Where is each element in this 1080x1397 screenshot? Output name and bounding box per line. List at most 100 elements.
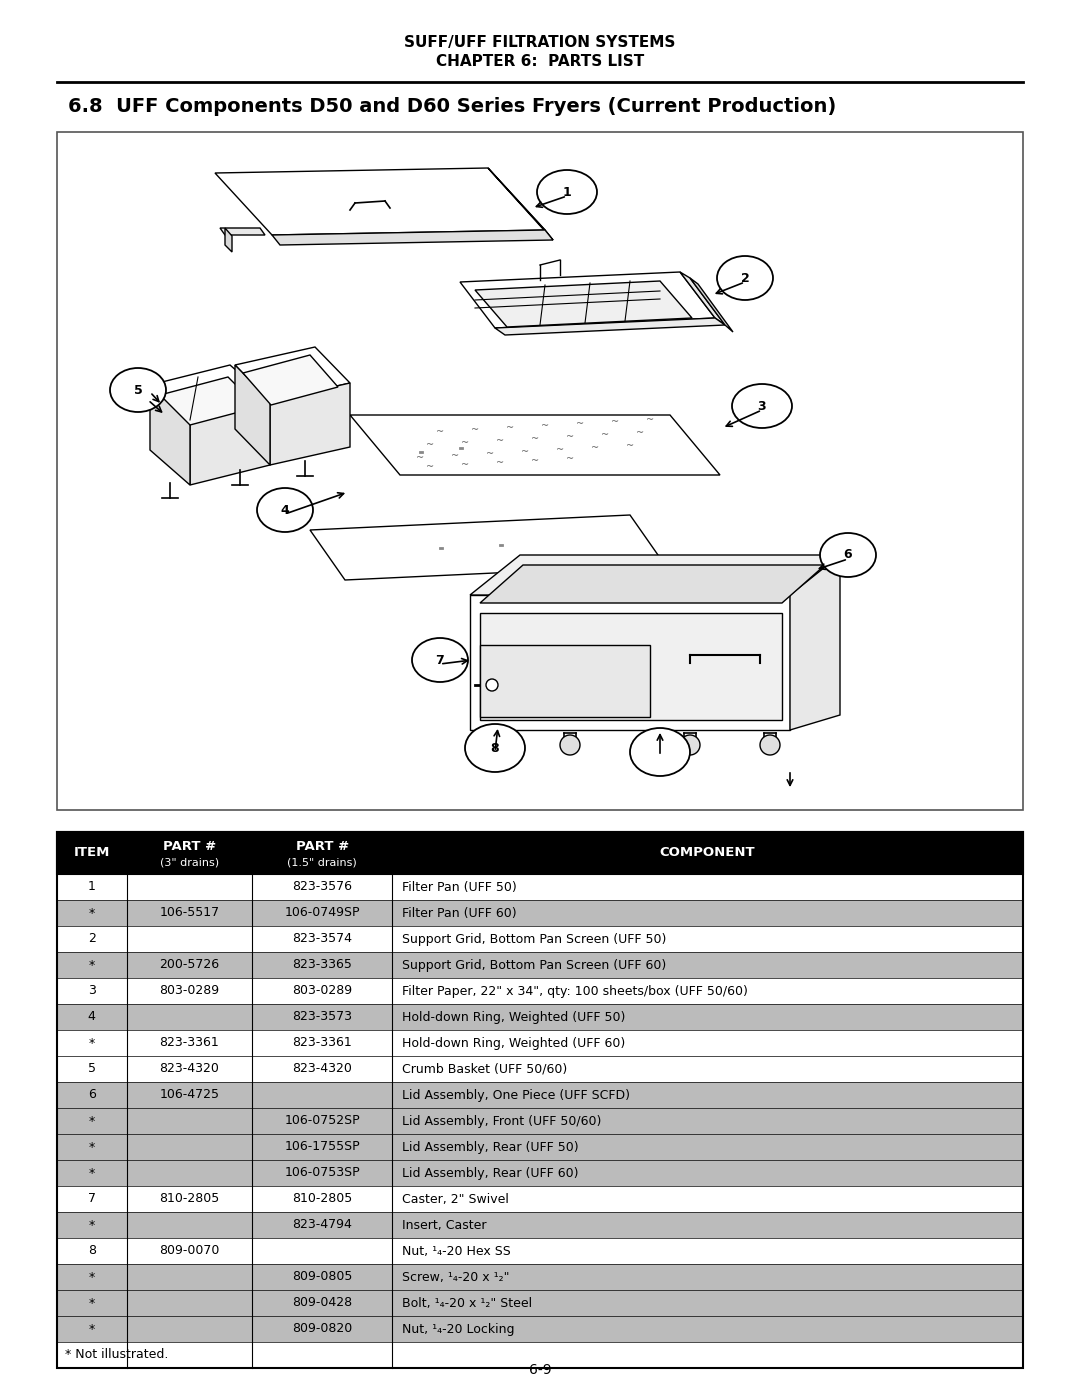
Text: ~: ~ [521, 447, 529, 457]
Text: ~: ~ [591, 443, 599, 453]
Polygon shape [235, 365, 270, 465]
Circle shape [486, 679, 498, 692]
Text: 5: 5 [134, 384, 143, 397]
Polygon shape [350, 415, 720, 475]
Text: Support Grid, Bottom Pan Screen (UFF 50): Support Grid, Bottom Pan Screen (UFF 50) [402, 933, 666, 946]
Text: 106-4725: 106-4725 [160, 1088, 219, 1101]
Text: 1: 1 [563, 186, 571, 198]
Text: ~: ~ [566, 454, 575, 464]
Text: Support Grid, Bottom Pan Screen (UFF 60): Support Grid, Bottom Pan Screen (UFF 60) [402, 958, 666, 971]
Text: 809-0805: 809-0805 [292, 1270, 352, 1284]
Text: COMPONENT: COMPONENT [660, 847, 755, 859]
Text: *: * [89, 1296, 95, 1309]
Text: 823-3573: 823-3573 [293, 1010, 352, 1024]
Bar [57, 1134, 1023, 1160]
Ellipse shape [411, 638, 468, 682]
Polygon shape [150, 365, 270, 420]
Text: ~: ~ [541, 420, 549, 432]
Text: ~: ~ [566, 432, 575, 441]
Text: 6.8  UFF Components D50 and D60 Series Fryers (Current Production): 6.8 UFF Components D50 and D60 Series Fr… [68, 98, 836, 116]
Text: ~: ~ [436, 427, 444, 437]
Text: 106-0752SP: 106-0752SP [284, 1115, 360, 1127]
Polygon shape [480, 645, 650, 717]
Text: ~: ~ [426, 440, 434, 450]
Text: 810-2805: 810-2805 [292, 1193, 352, 1206]
Text: *: * [89, 1115, 95, 1127]
Text: *: * [89, 1140, 95, 1154]
Text: 803-0289: 803-0289 [292, 985, 352, 997]
Text: Lid Assembly, Front (UFF 50/60): Lid Assembly, Front (UFF 50/60) [402, 1115, 602, 1127]
Bar [57, 131, 1023, 810]
Bar [57, 1160, 1023, 1186]
Polygon shape [310, 515, 665, 580]
Text: 4: 4 [87, 1010, 96, 1024]
Text: CHAPTER 6:  PARTS LIST: CHAPTER 6: PARTS LIST [436, 54, 644, 70]
Text: Filter Pan (UFF 60): Filter Pan (UFF 60) [402, 907, 517, 919]
Bar [57, 1238, 1023, 1264]
Text: 200-5726: 200-5726 [159, 958, 219, 971]
Text: PART #: PART # [296, 840, 349, 854]
Text: 803-0289: 803-0289 [159, 985, 219, 997]
Text: ~: ~ [626, 441, 634, 451]
Text: *: * [89, 958, 95, 971]
Ellipse shape [537, 170, 597, 214]
Text: Insert, Caster: Insert, Caster [402, 1218, 487, 1232]
Text: Crumb Basket (UFF 50/60): Crumb Basket (UFF 50/60) [402, 1063, 567, 1076]
Bar [57, 1108, 1023, 1134]
Text: Nut, ¹₄-20 Hex SS: Nut, ¹₄-20 Hex SS [402, 1245, 511, 1257]
Text: *: * [89, 907, 95, 919]
Text: ~: ~ [531, 455, 539, 467]
Text: 106-0753SP: 106-0753SP [284, 1166, 360, 1179]
Bar [57, 1083, 1023, 1108]
Text: ~: ~ [451, 451, 459, 461]
Text: 823-4320: 823-4320 [160, 1063, 219, 1076]
Text: ~: ~ [636, 427, 644, 439]
Bar [57, 1213, 1023, 1238]
Text: 6-9: 6-9 [529, 1363, 551, 1377]
Polygon shape [225, 228, 232, 251]
Text: Bolt, ¹₄-20 x ¹₂" Steel: Bolt, ¹₄-20 x ¹₂" Steel [402, 1296, 532, 1309]
Bar [57, 1316, 1023, 1343]
Text: ~: ~ [496, 436, 504, 446]
Bar [57, 833, 1023, 1368]
Ellipse shape [110, 367, 166, 412]
Bar [57, 1030, 1023, 1056]
Bar [57, 1056, 1023, 1083]
Text: 823-3576: 823-3576 [293, 880, 352, 894]
Text: ~: ~ [611, 416, 619, 427]
Text: ~: ~ [416, 453, 424, 462]
Bar [57, 833, 1023, 875]
Polygon shape [150, 386, 190, 485]
Text: (1.5" drains): (1.5" drains) [287, 858, 357, 868]
Text: *: * [89, 1037, 95, 1049]
Text: ~: ~ [486, 448, 494, 460]
Text: Lid Assembly, Rear (UFF 60): Lid Assembly, Rear (UFF 60) [402, 1166, 579, 1179]
Polygon shape [789, 555, 840, 731]
Bar [57, 1264, 1023, 1289]
Ellipse shape [717, 256, 773, 300]
Polygon shape [480, 613, 782, 719]
Text: 5: 5 [87, 1063, 96, 1076]
Text: 3: 3 [758, 400, 767, 412]
Polygon shape [488, 168, 553, 240]
Text: 1: 1 [87, 880, 96, 894]
Circle shape [490, 735, 510, 754]
Bar [57, 1186, 1023, 1213]
Text: 8: 8 [87, 1245, 96, 1257]
Circle shape [680, 735, 700, 754]
Text: ~: ~ [556, 446, 564, 455]
Text: 6: 6 [843, 549, 852, 562]
Text: (3" drains): (3" drains) [160, 858, 219, 868]
Text: 4: 4 [281, 503, 289, 517]
Text: 8: 8 [490, 742, 499, 754]
Text: Filter Paper, 22" x 34", qty: 100 sheets/box (UFF 50/60): Filter Paper, 22" x 34", qty: 100 sheets… [402, 985, 748, 997]
Polygon shape [235, 346, 350, 401]
Text: 810-2805: 810-2805 [159, 1193, 219, 1206]
Polygon shape [220, 228, 265, 235]
Text: 809-0428: 809-0428 [292, 1296, 352, 1309]
Text: Nut, ¹₄-20 Locking: Nut, ¹₄-20 Locking [402, 1323, 515, 1336]
Ellipse shape [732, 384, 792, 427]
Text: 823-4320: 823-4320 [293, 1063, 352, 1076]
Circle shape [561, 735, 580, 754]
Text: 3: 3 [87, 985, 96, 997]
